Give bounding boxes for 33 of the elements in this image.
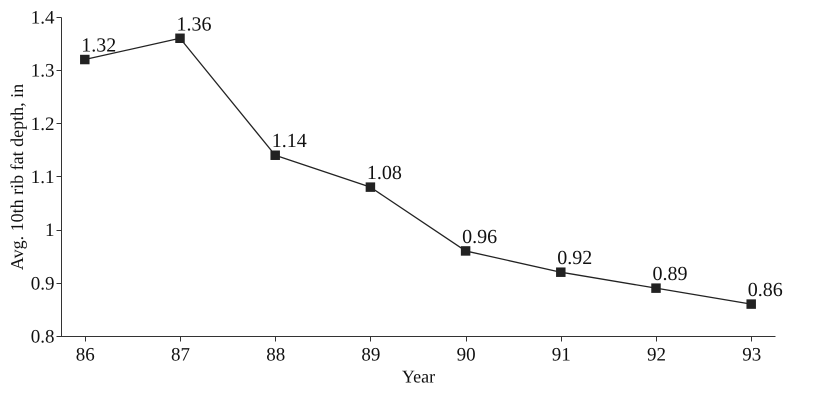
data-label: 0.96 bbox=[462, 226, 498, 248]
y-tick-label: 0.9 bbox=[30, 273, 54, 294]
x-tick-label: 87 bbox=[171, 344, 190, 366]
y-axis-title: Avg. 10th rib fat depth, in bbox=[6, 84, 27, 270]
x-tick-label: 92 bbox=[647, 344, 666, 366]
y-tick-label: 0.8 bbox=[30, 326, 54, 348]
data-label: 1.36 bbox=[176, 13, 212, 36]
point bbox=[651, 283, 661, 293]
point bbox=[270, 150, 280, 160]
x-tick-label: 89 bbox=[361, 344, 380, 366]
data-label: 1.32 bbox=[81, 34, 116, 57]
data-label: 1.08 bbox=[366, 162, 402, 184]
x-tick-label: 86 bbox=[76, 344, 95, 366]
point bbox=[746, 299, 756, 309]
data-label: 1.14 bbox=[272, 130, 307, 152]
y-tick-label: 1.4 bbox=[30, 8, 55, 28]
point bbox=[366, 182, 376, 192]
data-label: 0.92 bbox=[557, 247, 592, 270]
y-tick-label: 1.3 bbox=[30, 60, 54, 82]
y-tick-label: 1.1 bbox=[30, 167, 54, 188]
point bbox=[80, 54, 90, 64]
point bbox=[460, 246, 470, 256]
x-axis-title: Year bbox=[402, 366, 436, 386]
y-tick-label: 1 bbox=[45, 220, 54, 242]
point bbox=[556, 267, 566, 277]
data-label: 0.89 bbox=[652, 263, 688, 286]
y-tick-label: 1.2 bbox=[30, 114, 54, 135]
x-tick-label: 88 bbox=[266, 344, 286, 366]
x-tick-label: 93 bbox=[742, 344, 762, 366]
point bbox=[175, 34, 185, 44]
x-tick-label: 91 bbox=[552, 344, 571, 366]
x-tick-label: 90 bbox=[456, 344, 476, 366]
data-label: 0.86 bbox=[748, 279, 783, 302]
